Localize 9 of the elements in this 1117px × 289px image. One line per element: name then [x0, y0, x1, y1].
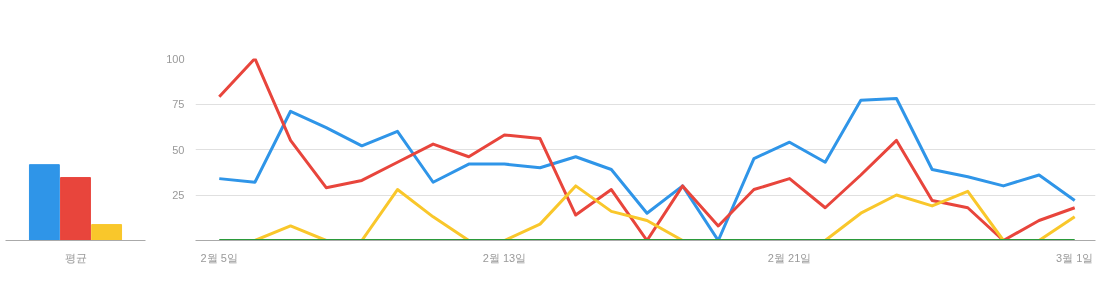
y-tick-label: 25	[172, 189, 185, 201]
x-tick-label: 2월 5일	[200, 251, 238, 264]
x-tick-label: 3월 1일	[1056, 251, 1094, 264]
x-tick-label: 2월 21일	[767, 251, 812, 264]
x-tick-label: 2월 13일	[482, 251, 527, 264]
y-tick-label: 100	[166, 52, 185, 65]
x-tick-label: 평균	[64, 251, 87, 264]
y-tick-label: 75	[172, 98, 185, 110]
y-tick-label: 50	[172, 143, 185, 156]
